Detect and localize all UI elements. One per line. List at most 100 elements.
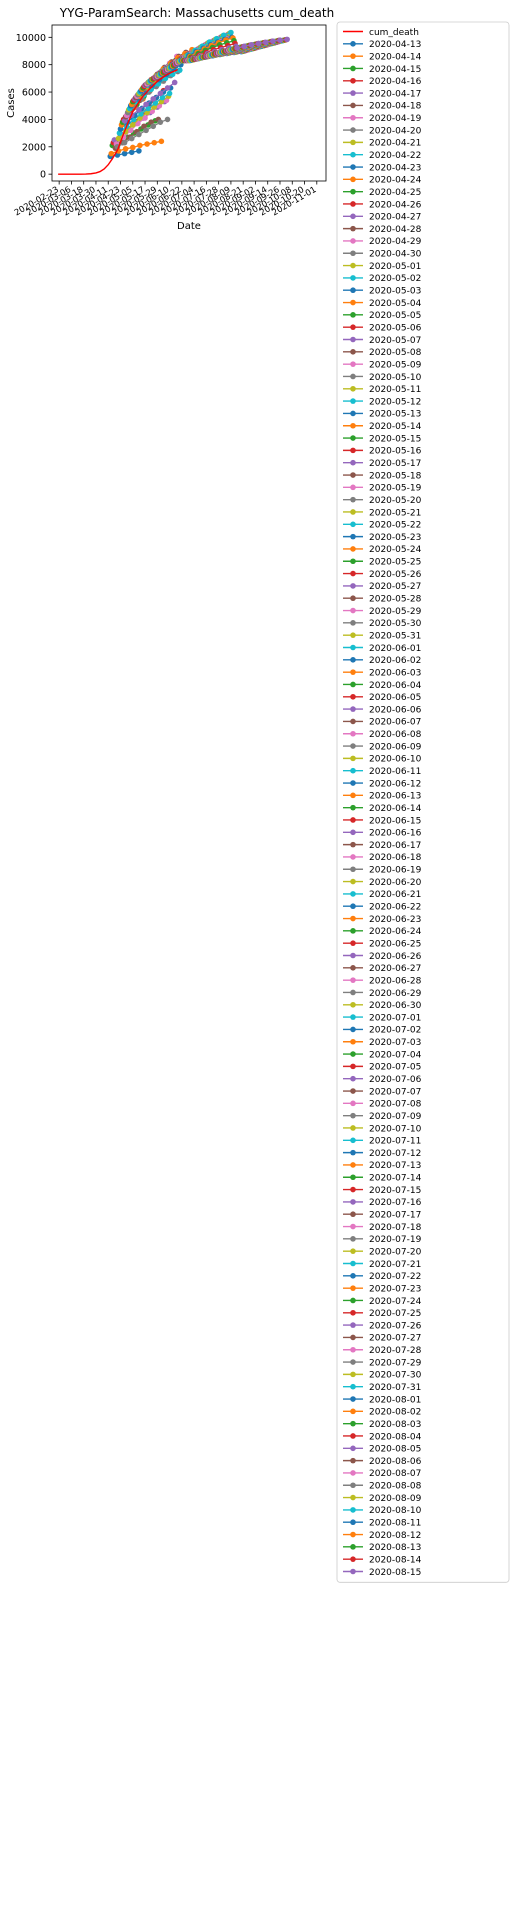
legend-label: 2020-06-16 [369, 829, 422, 839]
forecast-point [129, 122, 136, 128]
legend-entry: 2020-07-13 [343, 1161, 421, 1171]
legend-entry: 2020-07-07 [343, 1087, 421, 1097]
legend-entry: 2020-04-30 [343, 250, 422, 260]
legend-swatch-marker [350, 1383, 356, 1390]
legend-entry: 2020-05-04 [343, 299, 422, 309]
forecast-point [171, 79, 178, 86]
legend-label: cum_death [369, 28, 419, 38]
legend-entry: 2020-07-18 [343, 1223, 422, 1233]
legend-swatch-marker [350, 1149, 356, 1156]
legend-label: 2020-05-17 [369, 459, 421, 469]
legend-entry: 2020-07-01 [343, 1013, 421, 1023]
legend-label: 2020-06-20 [369, 878, 422, 888]
legend-entry: 2020-04-27 [343, 213, 421, 223]
legend-swatch-marker [350, 915, 356, 922]
forecast-point [157, 119, 164, 125]
legend-entry: 2020-04-14 [343, 52, 422, 62]
forecast-point [143, 101, 149, 108]
legend-swatch-marker [350, 903, 356, 910]
legend-label: 2020-08-08 [369, 1482, 422, 1492]
legend-label: 2020-05-19 [369, 484, 422, 494]
legend-label: 2020-04-30 [369, 250, 422, 260]
legend-entry: 2020-05-30 [343, 619, 422, 629]
legend-label: 2020-04-22 [369, 151, 421, 161]
legend-label: 2020-07-01 [369, 1013, 421, 1023]
legend-swatch-marker [350, 1519, 356, 1526]
legend-swatch-marker [350, 41, 356, 47]
legend-swatch-marker [350, 854, 356, 860]
legend-swatch-marker [350, 1531, 356, 1538]
legend-swatch-marker [350, 139, 356, 146]
legend-entry: 2020-05-06 [343, 323, 422, 333]
legend-swatch-marker [350, 127, 356, 133]
legend-label: 2020-07-23 [369, 1284, 421, 1294]
legend-label: 2020-06-02 [369, 656, 421, 666]
forecast-series [121, 79, 178, 124]
legend-label: 2020-05-24 [369, 545, 422, 555]
legend-entry: 2020-05-17 [343, 459, 421, 469]
legend-swatch-marker [350, 1075, 356, 1082]
x-axis: 2020-02-232020-03-062020-03-182020-03-30… [13, 181, 318, 218]
legend-label: 2020-06-26 [369, 952, 422, 962]
legend-swatch-marker [350, 361, 356, 367]
forecast-point [277, 37, 283, 43]
forecast-point [136, 148, 142, 154]
legend-label: 2020-06-24 [369, 927, 422, 937]
legend-entry: 2020-05-19 [343, 484, 422, 494]
legend-label: 2020-05-06 [369, 323, 422, 333]
legend-swatch-marker [350, 878, 356, 885]
legend-entry: 2020-05-01 [343, 262, 421, 272]
legend-label: 2020-06-30 [369, 1001, 422, 1011]
legend-swatch-marker [350, 422, 356, 429]
legend-entry: 2020-08-05 [343, 1445, 421, 1455]
legend-swatch-marker [350, 151, 356, 158]
forecast-point [142, 115, 148, 121]
legend-swatch-marker [350, 693, 356, 700]
forecast-series [114, 116, 171, 150]
legend-label: 2020-04-17 [369, 89, 421, 99]
y-tick-label: 10000 [16, 33, 46, 44]
legend-label: 2020-07-04 [369, 1050, 422, 1060]
legend-label: 2020-07-30 [369, 1371, 422, 1381]
legend-entry: 2020-04-15 [343, 65, 421, 75]
legend-entry: 2020-08-12 [343, 1531, 421, 1541]
legend-label: 2020-06-01 [369, 644, 421, 654]
legend-label: 2020-06-25 [369, 939, 421, 949]
legend-entry: 2020-06-04 [343, 681, 422, 691]
legend-swatch-marker [350, 201, 356, 207]
legend-label: 2020-06-17 [369, 841, 421, 851]
legend-label: 2020-07-09 [369, 1112, 422, 1122]
legend-entry: 2020-05-28 [343, 595, 422, 605]
legend-entry: 2020-04-22 [343, 151, 421, 161]
legend-swatch-marker [350, 804, 356, 811]
legend-swatch-marker [350, 718, 356, 725]
legend-label: 2020-07-05 [369, 1063, 421, 1073]
legend-entry: 2020-05-11 [343, 385, 421, 395]
legend-swatch-marker [350, 767, 356, 774]
legend-label: 2020-05-18 [369, 471, 422, 481]
legend-swatch-marker [350, 866, 356, 873]
legend-swatch-marker [350, 336, 356, 343]
forecast-point [129, 144, 136, 151]
legend-label: 2020-05-12 [369, 397, 421, 407]
legend-entry: 2020-06-15 [343, 816, 421, 826]
legend-label: 2020-05-10 [369, 373, 422, 383]
legend-label: 2020-07-16 [369, 1198, 422, 1208]
legend-swatch-marker [350, 989, 356, 996]
forecast-point [234, 45, 240, 51]
forecast-point [115, 135, 122, 142]
legend-entry: 2020-07-22 [343, 1272, 421, 1282]
legend-swatch-marker [350, 829, 356, 836]
legend-entry: 2020-08-02 [343, 1408, 421, 1418]
legend-swatch-marker [350, 447, 356, 454]
legend-entry: 2020-06-12 [343, 779, 421, 789]
legend-label: 2020-06-18 [369, 853, 422, 863]
legend-entry: 2020-05-27 [343, 582, 421, 592]
actual-line [58, 68, 179, 175]
legend-entry: 2020-06-17 [343, 841, 421, 851]
legend-label: 2020-06-06 [369, 705, 422, 715]
legend-label: 2020-08-10 [369, 1506, 422, 1516]
legend-label: 2020-05-15 [369, 434, 421, 444]
legend-entry: 2020-06-07 [343, 718, 421, 728]
legend-entry: 2020-08-08 [343, 1482, 422, 1492]
